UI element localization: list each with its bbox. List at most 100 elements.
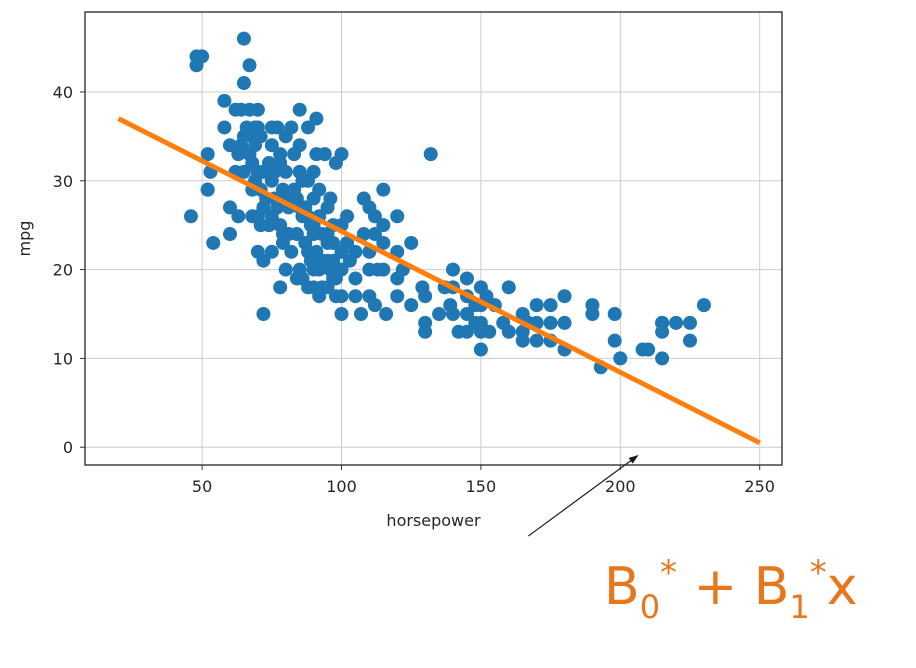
scatter-point [256,307,271,321]
scatter-point [418,289,433,304]
scatter-point [222,200,237,215]
scatter-point [236,31,251,46]
scatter-point [270,200,285,215]
y-axis-label: mpg [15,221,34,257]
scatter-point [655,351,670,366]
regression-line-group [117,116,761,446]
scatter-point [482,324,497,339]
scatter-point [348,289,363,304]
scatter-point [404,235,419,250]
scatter-point [334,262,349,277]
scatter-point [312,182,327,197]
scatter-point [200,147,215,162]
scatter-point [236,76,251,91]
scatter-point [317,147,332,162]
scatter-point [432,307,447,321]
scatter-point [529,333,544,348]
scatter-point [200,182,215,197]
scatter-point [217,93,232,108]
scatter-point [273,280,288,295]
scatter-point [340,209,355,224]
scatter-point [326,253,341,268]
scatter-point [348,271,363,286]
scatter-point [446,262,461,277]
scatter-point [682,315,697,330]
formula-plus: + [677,557,754,617]
scatter-point [376,218,391,233]
scatter-point [669,315,684,330]
scatter-point [256,253,271,268]
y-tick-label: 0 [63,438,73,457]
scatter-point [264,138,279,153]
formula-b1-subscript: 1 [789,588,810,626]
scatter-point [292,138,307,153]
formula-x: x [826,557,858,617]
scatter-point [607,333,622,348]
scatter-point [557,289,572,304]
annotation-arrow [527,454,639,537]
scatter-point [242,58,257,73]
scatter-point [264,244,279,259]
scatter-point [253,129,268,144]
scatter-point [301,120,316,135]
scatter-point [292,102,307,117]
x-tick-label: 150 [466,477,497,496]
scatter-point [641,342,656,357]
y-tick-label: 10 [53,349,73,368]
scatter-point [682,333,697,348]
scatter-point [278,164,293,179]
scatter-point [473,342,488,357]
scatter-point [340,235,355,250]
regression-formula: B0* + B1*x [604,556,858,623]
axes [80,11,783,470]
scatter-point [390,209,405,224]
y-tick-label: 40 [53,83,73,102]
scatter-point [231,209,246,224]
scatter-point [390,289,405,304]
scatter-point [289,227,304,242]
formula-b0-letter: B [604,557,640,617]
formula-b0-star: * [660,553,678,593]
scatter-point [236,164,251,179]
scatter-point [379,307,394,321]
scatter-point [195,49,210,64]
scatter-point [367,298,382,313]
scatter-point [334,307,349,321]
scatter-point [479,289,494,304]
scatter-point [270,120,285,135]
tick-labels: 50 100 150 200 250 0 10 20 30 40 [53,83,775,496]
scatter-point [446,307,461,321]
scatter-point [418,324,433,339]
y-tick-label: 30 [53,172,73,191]
regression-line [117,116,761,446]
scatter-point [367,209,382,224]
x-tick-label: 250 [744,477,775,496]
scatter-point [543,315,558,330]
formula-b1-letter: B [753,557,790,617]
scatter-points [183,31,711,375]
scatter-point [354,307,369,321]
scatter-point [284,120,299,135]
scatter-point [306,164,321,179]
formula-b0-subscript: 0 [639,588,661,626]
scatter-point [557,315,572,330]
scatter-point [222,227,237,242]
scatter-point [217,120,232,135]
scatter-point [376,262,391,277]
x-axis-label: horsepower [386,511,481,530]
scatter-point [459,324,474,339]
scatter-point [501,324,516,339]
scatter-point [529,298,544,313]
x-tick-label: 200 [605,477,636,496]
scatter-point [607,307,622,321]
scatter-point [655,315,670,330]
scatter-point [543,298,558,313]
scatter-point [459,271,474,286]
scatter-point [515,333,530,348]
scatter-point [376,182,391,197]
grid [85,12,782,465]
scatter-point [501,280,516,295]
scatter-point [284,244,299,259]
y-tick-label: 20 [53,261,73,280]
